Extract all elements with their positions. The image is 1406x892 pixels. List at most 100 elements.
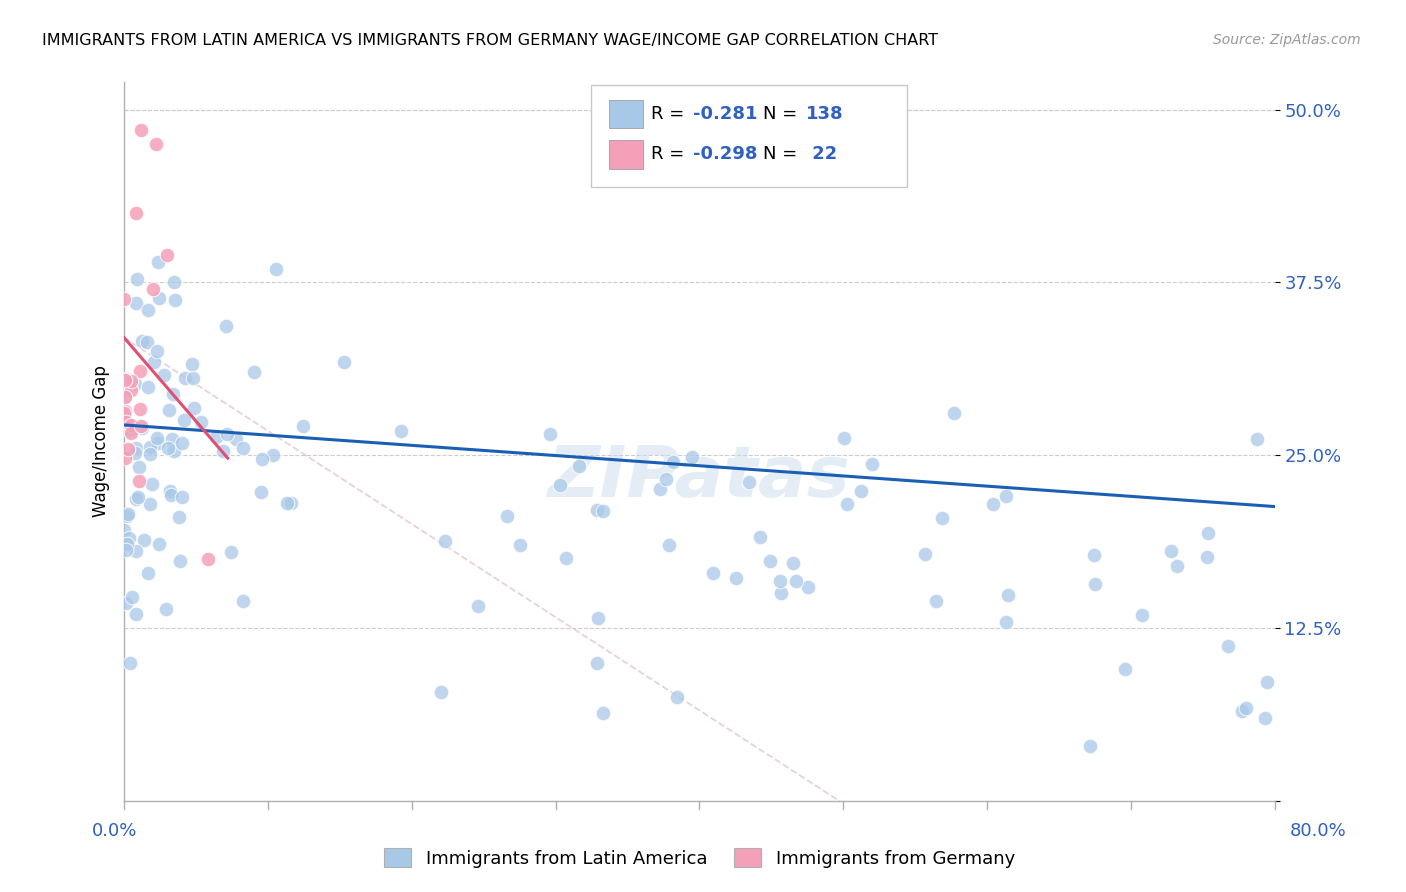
Point — [131, 123, 153, 137]
Text: 80.0%: 80.0% — [1291, 822, 1347, 840]
Point — [163, 293, 186, 308]
Point — [931, 511, 953, 525]
Point — [1197, 525, 1219, 540]
Point — [681, 450, 703, 464]
Legend: Immigrants from Latin America, Immigrants from Germany: Immigrants from Latin America, Immigrant… — [377, 841, 1022, 875]
Point — [146, 436, 169, 450]
Point — [136, 380, 159, 394]
Point — [333, 355, 356, 369]
Text: ZIPatas: ZIPatas — [548, 443, 851, 512]
Point — [648, 482, 671, 496]
Text: R =: R = — [651, 105, 685, 123]
Point — [997, 588, 1019, 602]
Text: 22: 22 — [806, 145, 837, 163]
Point — [568, 458, 591, 473]
Point — [131, 420, 153, 434]
Point — [232, 441, 254, 455]
Point — [115, 536, 138, 550]
Point — [1083, 549, 1105, 563]
Point — [114, 404, 136, 418]
Point — [585, 503, 607, 517]
Point — [112, 292, 135, 306]
Point — [112, 523, 135, 537]
Point — [190, 415, 212, 429]
Point — [127, 272, 149, 286]
Point — [737, 475, 759, 489]
Point — [117, 531, 139, 545]
Text: IMMIGRANTS FROM LATIN AMERICA VS IMMIGRANTS FROM GERMANY WAGE/INCOME GAP CORRELA: IMMIGRANTS FROM LATIN AMERICA VS IMMIGRA… — [42, 33, 938, 48]
Point — [1256, 674, 1278, 689]
Point — [118, 423, 141, 437]
Point — [127, 490, 149, 504]
Point — [114, 596, 136, 610]
Point — [832, 432, 855, 446]
Point — [160, 488, 183, 502]
Point — [145, 137, 167, 152]
Point — [433, 533, 456, 548]
Point — [159, 483, 181, 498]
Point — [554, 551, 576, 566]
Point — [173, 413, 195, 427]
Point — [153, 368, 176, 382]
Point — [1084, 577, 1107, 591]
Point — [666, 690, 689, 705]
Point — [146, 431, 169, 445]
Point — [509, 538, 531, 552]
Point — [250, 485, 273, 500]
Point — [114, 450, 136, 465]
Point — [129, 364, 152, 378]
Point — [1246, 432, 1268, 446]
Point — [114, 406, 136, 420]
Text: N =: N = — [763, 105, 797, 123]
Point — [169, 554, 191, 568]
Point — [115, 509, 138, 524]
Point — [172, 490, 194, 504]
Point — [136, 335, 159, 350]
Point — [125, 296, 148, 310]
Text: Source: ZipAtlas.com: Source: ZipAtlas.com — [1213, 33, 1361, 47]
Point — [1078, 739, 1101, 753]
Point — [702, 566, 724, 581]
Point — [1166, 558, 1188, 573]
Point — [142, 282, 165, 296]
Point — [163, 276, 186, 290]
Point — [1195, 549, 1218, 564]
Point — [785, 574, 807, 589]
Point — [925, 594, 948, 608]
Point — [914, 547, 936, 561]
Point — [125, 544, 148, 558]
Point — [183, 401, 205, 415]
Point — [276, 496, 298, 510]
Point — [114, 384, 136, 398]
Point — [215, 427, 238, 442]
Point — [148, 291, 170, 305]
Point — [120, 417, 142, 432]
Point — [835, 497, 858, 511]
Point — [205, 429, 228, 443]
Text: N =: N = — [763, 145, 797, 163]
Text: -0.281: -0.281 — [693, 105, 758, 123]
Point — [994, 489, 1017, 503]
Point — [121, 591, 143, 605]
Point — [658, 538, 681, 552]
Point — [139, 440, 162, 454]
Point — [292, 419, 315, 434]
Point — [212, 443, 235, 458]
Point — [148, 537, 170, 551]
Point — [769, 574, 792, 588]
Point — [725, 571, 748, 585]
Point — [219, 545, 242, 559]
Point — [132, 533, 155, 548]
Point — [662, 454, 685, 468]
Point — [114, 389, 136, 403]
Point — [173, 371, 195, 385]
Y-axis label: Wage/Income Gap: Wage/Income Gap — [93, 366, 110, 517]
Point — [167, 510, 190, 524]
Point — [172, 436, 194, 450]
Point — [128, 474, 150, 488]
Point — [160, 432, 183, 446]
Point — [467, 599, 489, 613]
Point — [538, 427, 561, 442]
Point — [994, 615, 1017, 629]
Point — [1218, 639, 1240, 653]
